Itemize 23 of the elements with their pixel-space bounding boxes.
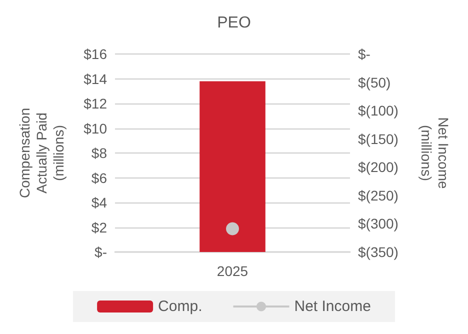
- y2-tick-label: $(50): [358, 74, 391, 90]
- legend-label: Comp.: [158, 298, 202, 315]
- y2-tick-label: $(350): [358, 244, 398, 260]
- y-tick-label: $4: [91, 194, 108, 210]
- y2-axis-title: Net Income (millions): [418, 117, 452, 190]
- y2-tick-label: $(300): [358, 216, 398, 232]
- legend-label: Net Income: [294, 298, 371, 315]
- y-tick-label: $2: [91, 219, 108, 236]
- y2-tick-label: $(150): [358, 130, 398, 147]
- y-tick-label: $-: [94, 244, 108, 260]
- y-tick-label: $6: [91, 170, 108, 186]
- y-tick-label: $8: [91, 145, 108, 161]
- chart-title: PEO: [217, 14, 251, 32]
- y-tick-label: $16: [84, 46, 108, 62]
- y2-tick-label: $(100): [358, 102, 398, 119]
- x-tick-label: 2025: [216, 263, 248, 279]
- y2-tick-label: $(250): [358, 187, 398, 204]
- y2-tick-label: $(200): [358, 159, 398, 176]
- y-axis-title: Compensation Actually Paid (millions): [16, 108, 66, 198]
- y2-tick-label: $-: [358, 46, 371, 62]
- y-tick-label: $10: [84, 120, 108, 136]
- y-tick-label: $14: [84, 70, 108, 87]
- y-tick-label: $12: [84, 96, 108, 112]
